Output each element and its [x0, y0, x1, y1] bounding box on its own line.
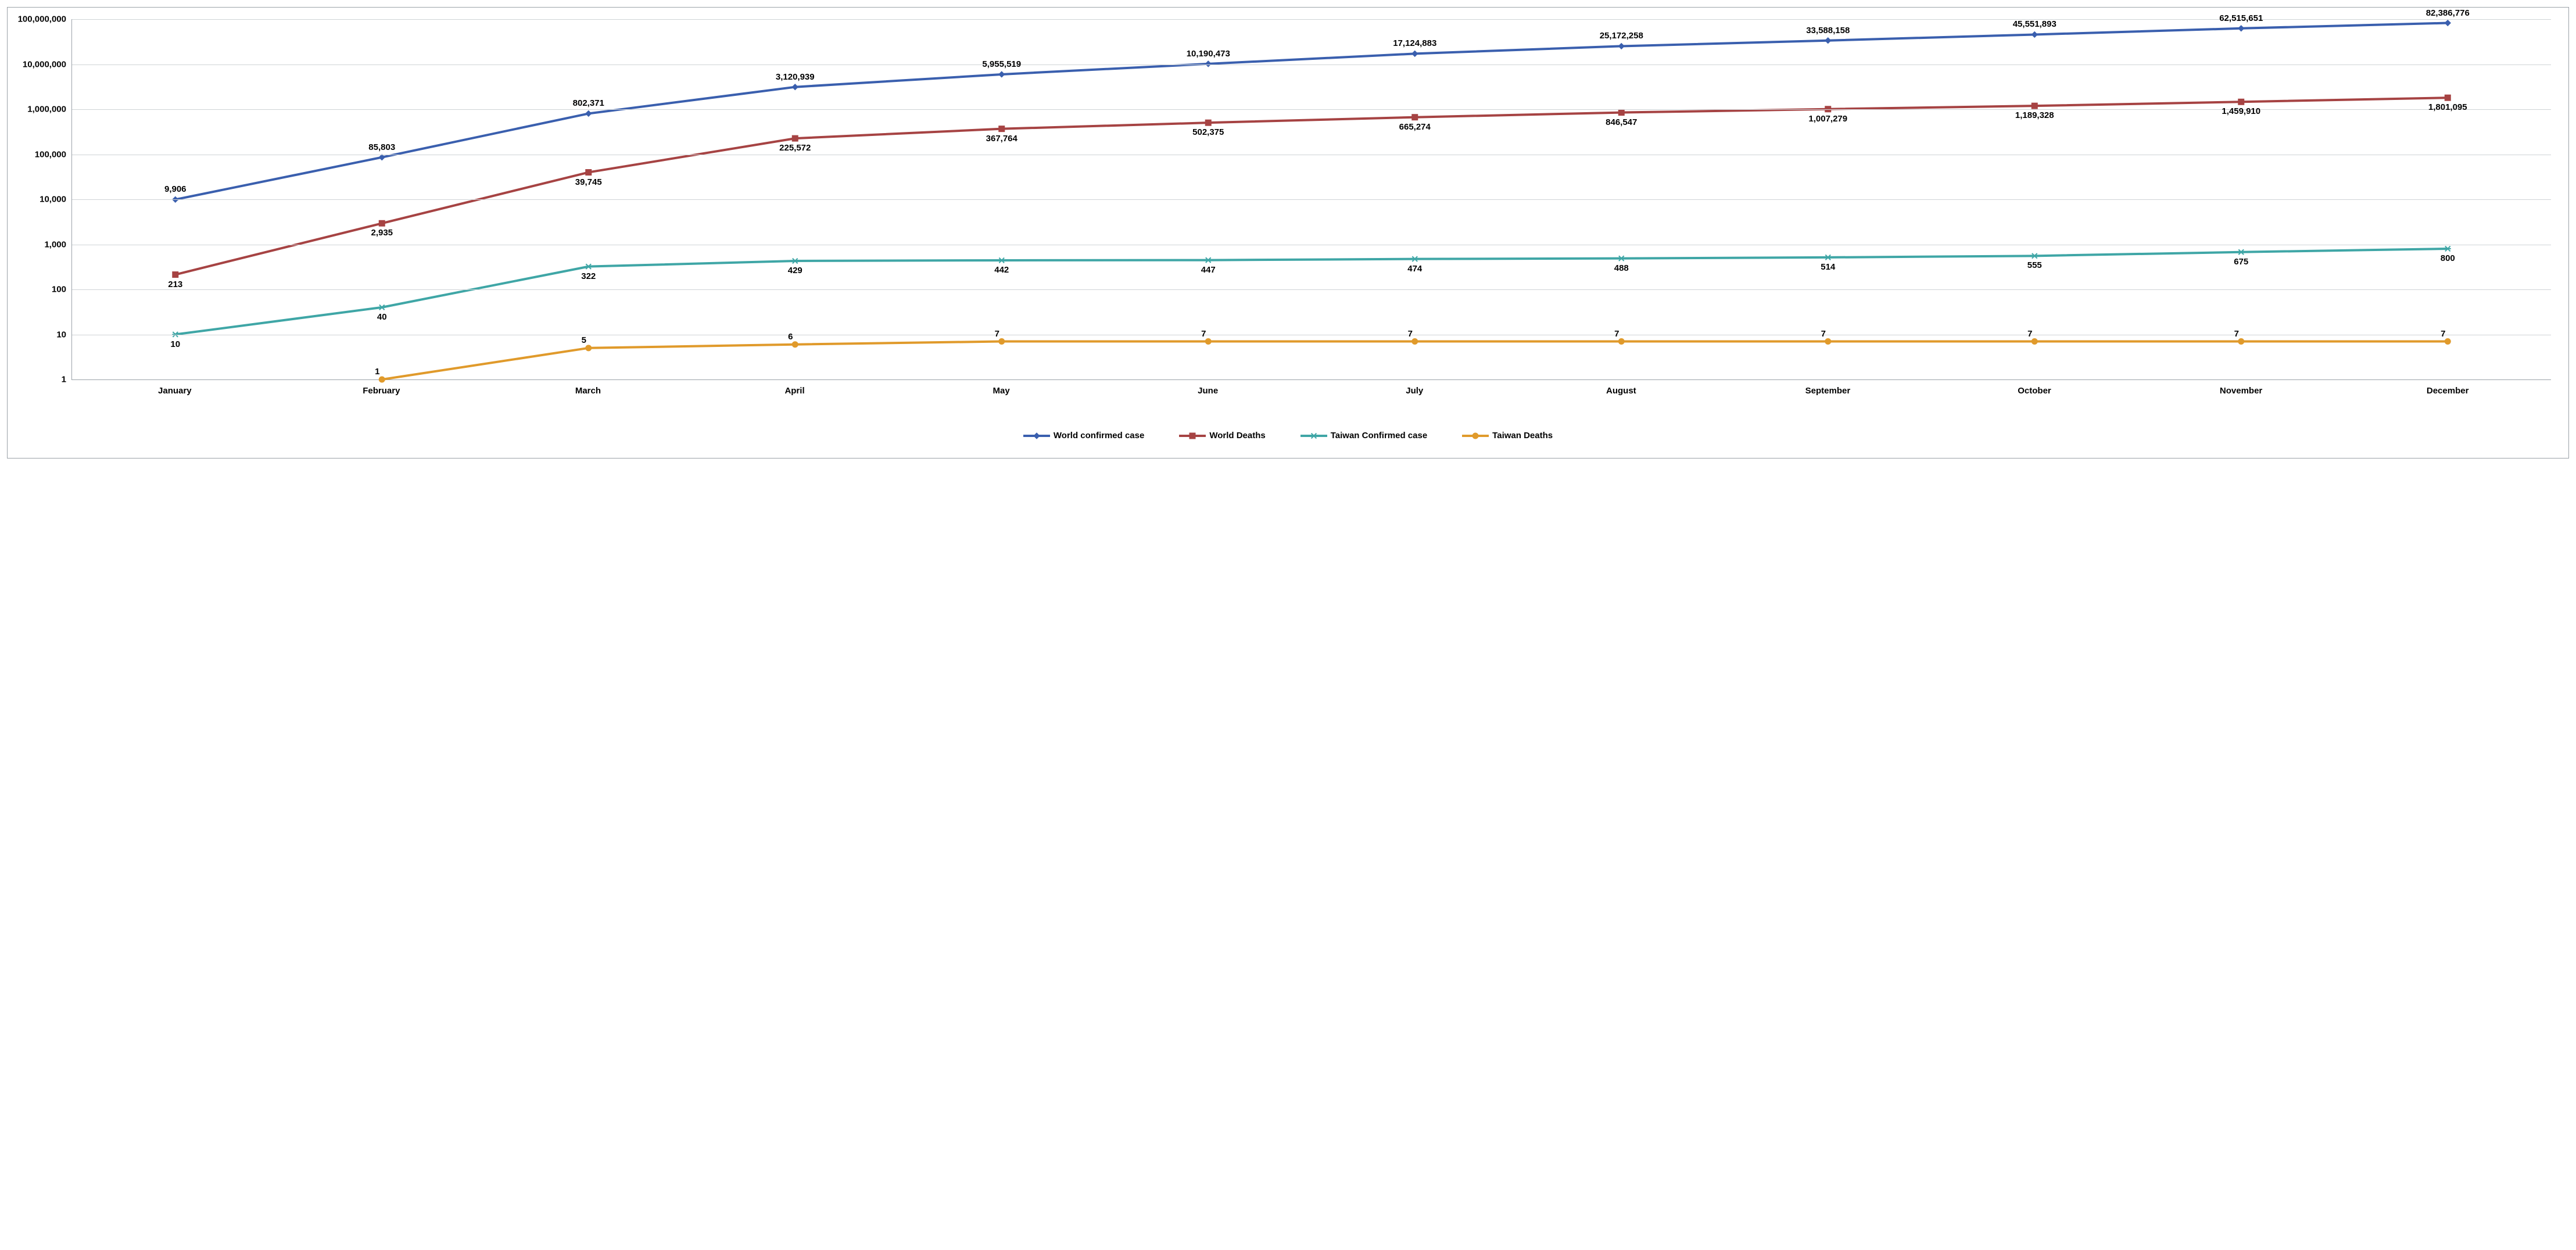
legend-label: Taiwan Confirmed case — [1331, 431, 1427, 440]
y-tick-label: 10,000,000 — [23, 59, 72, 69]
data-label: 39,745 — [575, 177, 602, 187]
data-label: 675 — [2234, 257, 2248, 267]
data-label: 17,124,883 — [1393, 38, 1436, 48]
data-label: 3,120,939 — [776, 72, 815, 82]
data-label: 502,375 — [1192, 127, 1224, 137]
y-tick-label: 10,000 — [40, 195, 72, 205]
y-tick-label: 100,000,000 — [18, 15, 72, 24]
data-label: 1,459,910 — [2222, 106, 2260, 116]
grid-line — [72, 289, 2551, 290]
data-label: 25,172,258 — [1600, 31, 1643, 41]
data-label: 85,803 — [368, 142, 395, 152]
y-tick-label: 1 — [62, 375, 72, 385]
y-tick-label: 100,000 — [35, 149, 72, 159]
data-label: 322 — [581, 271, 596, 281]
plot-area: 1101001,00010,000100,0001,000,00010,000,… — [71, 19, 2551, 380]
x-tick-label: March — [485, 386, 692, 396]
legend-item-taiwan_deaths: Taiwan Deaths — [1462, 431, 1553, 440]
x-tick-label: May — [898, 386, 1105, 396]
x-tick-label: July — [1311, 386, 1518, 396]
legend-item-taiwan_confirmed: Taiwan Confirmed case — [1300, 431, 1427, 440]
data-label: 7 — [2027, 329, 2032, 339]
data-label: 2,935 — [371, 228, 393, 238]
data-label: 40 — [377, 312, 387, 322]
x-tick-label: August — [1518, 386, 1725, 396]
data-label: 225,572 — [779, 143, 811, 153]
legend-item-world_deaths: World Deaths — [1179, 431, 1265, 440]
x-tick-label: April — [692, 386, 898, 396]
data-label: 5,955,519 — [982, 59, 1021, 69]
data-label: 429 — [788, 266, 802, 275]
data-label: 514 — [1821, 262, 1835, 272]
data-label: 1,801,095 — [2428, 102, 2467, 112]
data-label: 6 — [788, 332, 793, 342]
data-label: 7 — [2234, 329, 2239, 339]
grid-line — [72, 109, 2551, 110]
data-label: 7 — [1821, 329, 1826, 339]
x-tick-label: December — [2344, 386, 2551, 396]
data-label: 7 — [995, 329, 999, 339]
data-label: 800 — [2441, 253, 2455, 263]
data-label: 7 — [1614, 329, 1619, 339]
x-tick-label: June — [1105, 386, 1312, 396]
data-label: 802,371 — [573, 98, 604, 108]
data-label: 45,551,893 — [2013, 19, 2056, 29]
data-label: 82,386,776 — [2426, 8, 2470, 18]
grid-line — [72, 19, 2551, 20]
y-tick-label: 1,000 — [44, 239, 72, 249]
data-label: 447 — [1201, 265, 1216, 275]
chart-legend: World confirmed case World Deaths Taiwan C… — [8, 396, 2568, 458]
y-tick-label: 1,000,000 — [27, 105, 72, 114]
data-label: 1,007,279 — [1808, 114, 1847, 124]
x-axis-labels: JanuaryFebruaryMarchAprilMayJuneJulyAugu… — [71, 386, 2551, 396]
data-label: 488 — [1614, 263, 1629, 273]
data-label: 213 — [168, 280, 182, 289]
data-label: 10 — [170, 339, 180, 349]
x-tick-label: February — [278, 386, 485, 396]
data-label: 7 — [2441, 329, 2445, 339]
data-label: 7 — [1201, 329, 1206, 339]
data-label: 33,588,158 — [1806, 26, 1850, 35]
data-label: 7 — [1408, 329, 1413, 339]
data-label: 442 — [994, 265, 1009, 275]
chart-frame: 1 10 100 1,000 10,000 100,000 1,000,000 10,000,… — [7, 7, 2569, 459]
grid-line — [72, 199, 2551, 200]
data-label: 474 — [1407, 264, 1422, 274]
data-label: 62,515,651 — [2219, 13, 2263, 23]
data-label: 9,906 — [164, 184, 187, 194]
y-tick-label: 10 — [56, 329, 72, 339]
data-label: 1,189,328 — [2015, 110, 2054, 120]
legend-label: World Deaths — [1209, 431, 1265, 440]
y-tick-label: 100 — [52, 285, 72, 295]
x-tick-label: September — [1725, 386, 1932, 396]
data-label: 10,190,473 — [1187, 49, 1230, 59]
x-tick-label: November — [2138, 386, 2345, 396]
data-label: 367,764 — [986, 134, 1017, 144]
legend-label: Taiwan Deaths — [1492, 431, 1553, 440]
data-label: 1 — [375, 367, 379, 377]
data-label: 555 — [2027, 260, 2042, 270]
data-label: 846,547 — [1606, 117, 1637, 127]
legend-label: World confirmed case — [1054, 431, 1144, 440]
data-label: 5 — [582, 335, 586, 345]
data-label: 665,274 — [1399, 122, 1431, 132]
x-tick-label: January — [71, 386, 278, 396]
x-tick-label: October — [1931, 386, 2138, 396]
legend-item-world_confirmed: World confirmed case — [1023, 431, 1144, 440]
